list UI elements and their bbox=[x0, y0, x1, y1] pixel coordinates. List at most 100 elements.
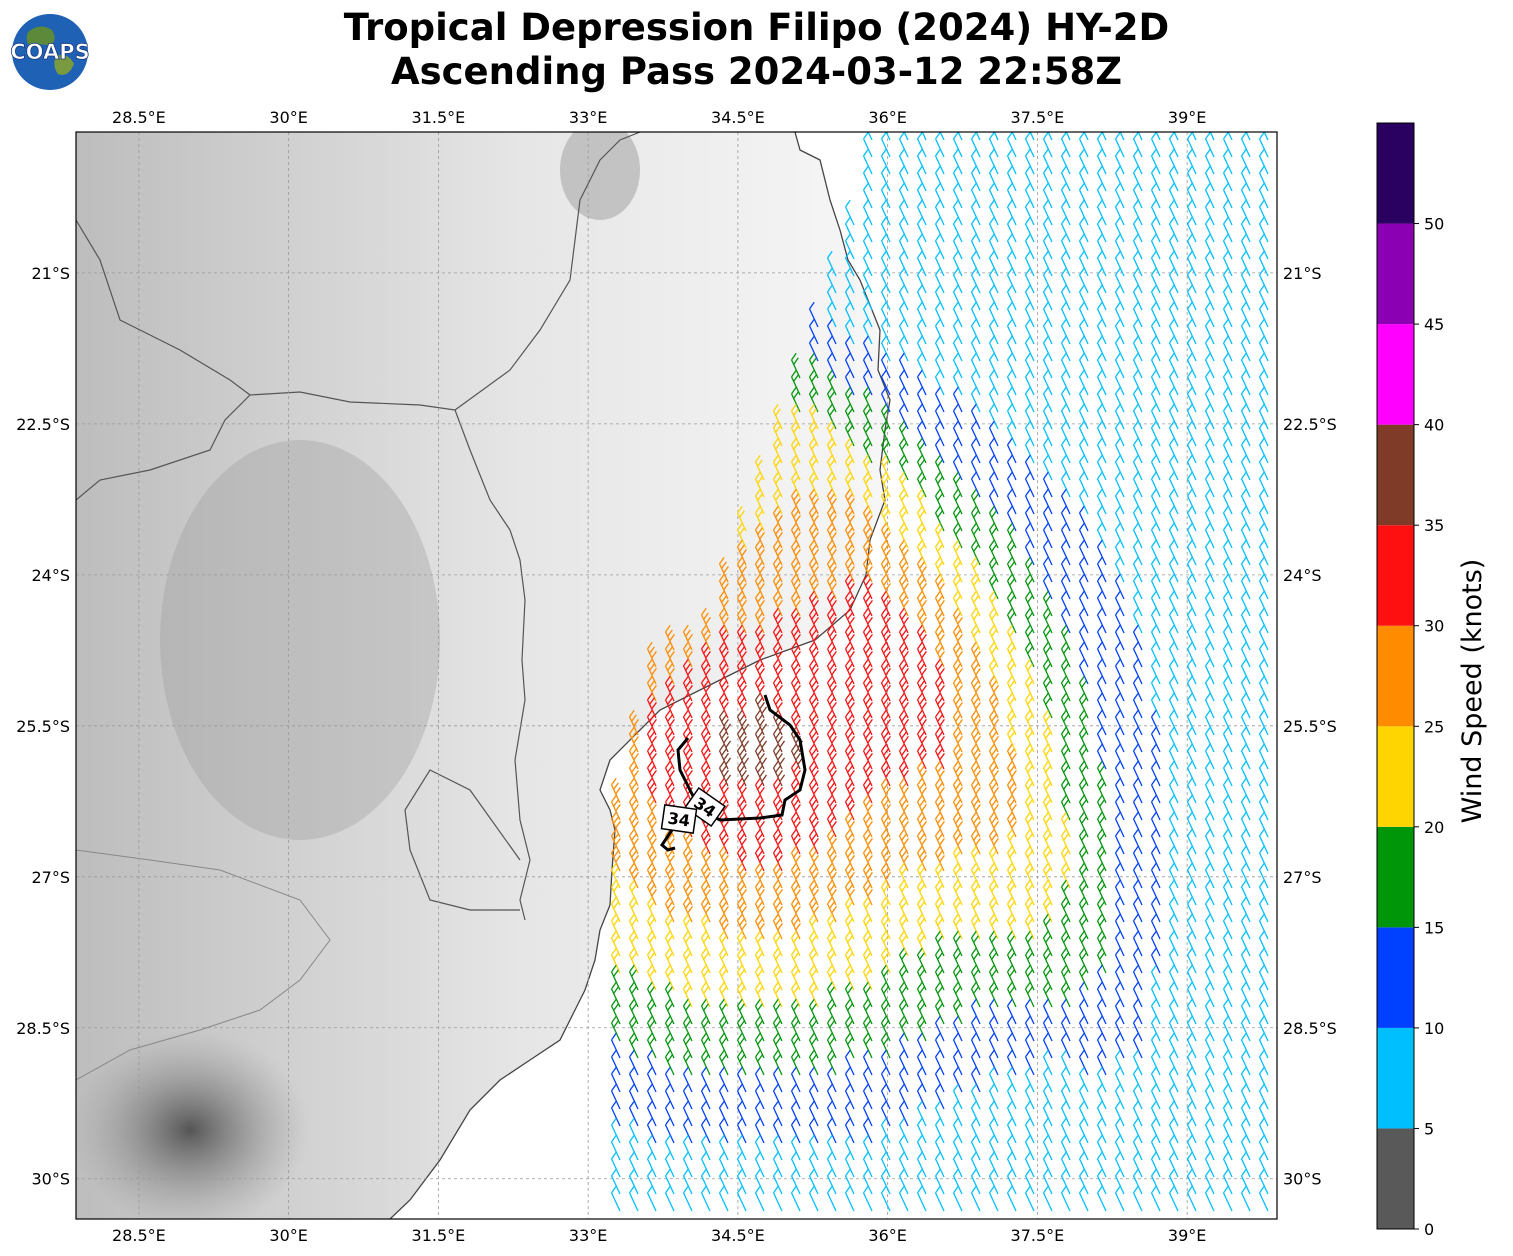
wind-barb bbox=[988, 335, 999, 362]
wind-barb bbox=[1222, 1032, 1233, 1059]
wind-barb bbox=[970, 845, 981, 872]
wind-barb bbox=[1114, 896, 1125, 923]
wind-barb bbox=[808, 573, 819, 600]
wind-barb bbox=[682, 862, 693, 889]
wind-barb bbox=[1258, 250, 1269, 277]
wind-barb bbox=[1096, 828, 1107, 855]
wind-barb bbox=[862, 726, 873, 753]
wind-barb bbox=[1006, 1151, 1017, 1178]
wind-barb bbox=[862, 658, 873, 685]
wind-barb bbox=[1222, 981, 1233, 1008]
wind-barb bbox=[628, 913, 639, 940]
wind-barb bbox=[970, 471, 981, 498]
wind-barb bbox=[1096, 199, 1107, 226]
wind-barb bbox=[1096, 1049, 1107, 1076]
wind-barb bbox=[1240, 964, 1251, 991]
wind-barb bbox=[682, 692, 693, 719]
wind-barb bbox=[772, 505, 783, 532]
wind-barb bbox=[1132, 386, 1143, 413]
wind-barb bbox=[1258, 454, 1269, 481]
wind-barb bbox=[736, 1032, 747, 1059]
wind-barb bbox=[1024, 845, 1035, 872]
wind-barb bbox=[646, 726, 657, 753]
colorbar-segment bbox=[1377, 525, 1414, 626]
wind-barb bbox=[844, 471, 855, 498]
wind-barb bbox=[1186, 862, 1197, 889]
wind-barb bbox=[952, 862, 963, 889]
wind-barb bbox=[1168, 386, 1179, 413]
wind-barb bbox=[826, 794, 837, 821]
wind-barb bbox=[628, 930, 639, 957]
wind-barb bbox=[1168, 505, 1179, 532]
wind-barb bbox=[1150, 182, 1161, 209]
wind-barb bbox=[1222, 675, 1233, 702]
wind-barb bbox=[1006, 828, 1017, 855]
wind-barb bbox=[646, 1168, 657, 1195]
wind-barb bbox=[700, 1117, 711, 1144]
wind-barb bbox=[862, 284, 873, 311]
wind-barb bbox=[754, 658, 765, 685]
wind-barb bbox=[1186, 403, 1197, 430]
wind-barb bbox=[1006, 896, 1017, 923]
wind-barb bbox=[1222, 267, 1233, 294]
wind-barb bbox=[736, 1134, 747, 1161]
wind-barb bbox=[790, 862, 801, 889]
wind-barb bbox=[862, 199, 873, 226]
wind-barb bbox=[934, 386, 945, 413]
wind-barb bbox=[1258, 267, 1269, 294]
wind-barb bbox=[952, 726, 963, 753]
wind-barb bbox=[736, 556, 747, 583]
wind-barb bbox=[1024, 335, 1035, 362]
wind-barb bbox=[844, 573, 855, 600]
wind-barb bbox=[1096, 964, 1107, 991]
wind-barb bbox=[826, 658, 837, 685]
wind-barb bbox=[1222, 607, 1233, 634]
wind-barb bbox=[880, 624, 891, 651]
lon-tick-label-top: 37.5°E bbox=[1011, 108, 1065, 127]
wind-barb bbox=[1204, 930, 1215, 957]
wind-barb bbox=[880, 284, 891, 311]
wind-barb bbox=[916, 845, 927, 872]
wind-barb bbox=[664, 1185, 675, 1212]
lon-tick-label-bottom: 39°E bbox=[1168, 1226, 1206, 1245]
wind-barb bbox=[790, 998, 801, 1025]
wind-barb bbox=[952, 539, 963, 566]
wind-barb bbox=[898, 828, 909, 855]
wind-barb bbox=[880, 369, 891, 396]
wind-barb bbox=[934, 148, 945, 175]
wind-barb bbox=[754, 845, 765, 872]
wind-barb bbox=[988, 692, 999, 719]
wind-barb bbox=[1024, 318, 1035, 345]
wind-barb bbox=[826, 1049, 837, 1076]
wind-barb bbox=[1042, 539, 1053, 566]
wind-barb bbox=[682, 709, 693, 736]
wind-barb bbox=[1240, 420, 1251, 447]
wind-barb bbox=[808, 964, 819, 991]
wind-barb bbox=[790, 1100, 801, 1127]
wind-barb bbox=[1168, 267, 1179, 294]
wind-barb bbox=[1024, 403, 1035, 430]
wind-barb bbox=[970, 777, 981, 804]
wind-barb bbox=[970, 794, 981, 821]
wind-barb bbox=[682, 845, 693, 872]
wind-barb bbox=[1150, 964, 1161, 991]
wind-barb bbox=[916, 386, 927, 413]
wind-barb bbox=[826, 590, 837, 617]
wind-barb bbox=[1024, 794, 1035, 821]
wind-barb bbox=[1186, 216, 1197, 243]
wind-barb bbox=[826, 1117, 837, 1144]
wind-barb bbox=[952, 267, 963, 294]
wind-barb bbox=[1078, 556, 1089, 583]
wind-barb bbox=[1258, 862, 1269, 889]
wind-barb bbox=[1240, 132, 1251, 141]
wind-barb bbox=[988, 590, 999, 617]
wind-barb bbox=[970, 1100, 981, 1127]
country-border-north bbox=[76, 132, 641, 411]
axis-ticks: 28.5°E28.5°E30°E30°E31.5°E31.5°E33°E33°E… bbox=[16, 108, 1337, 1245]
wind-barb bbox=[880, 386, 891, 413]
wind-barb bbox=[1258, 437, 1269, 464]
wind-barb bbox=[1258, 913, 1269, 940]
wind-barb bbox=[1204, 522, 1215, 549]
wind-barb bbox=[1006, 1015, 1017, 1042]
